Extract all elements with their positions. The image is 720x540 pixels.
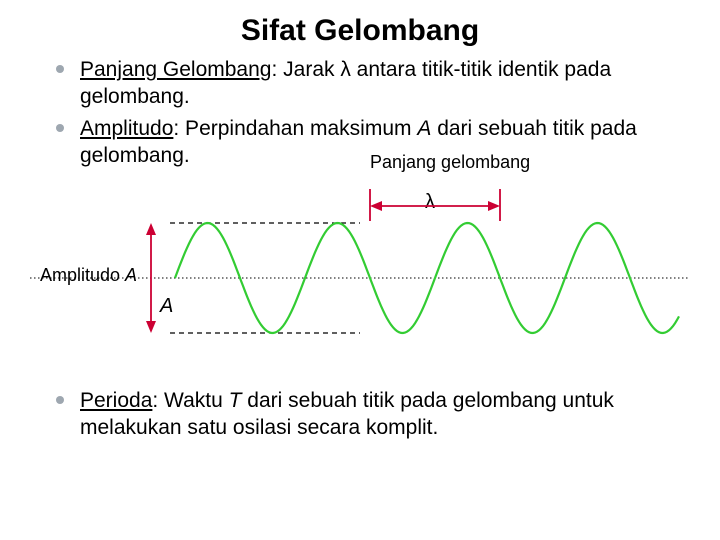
- bullet-item-amplitude: Amplitudo: Perpindahan maksimum A dari s…: [56, 115, 680, 170]
- lambda-arrow: [370, 189, 500, 221]
- bullet-dot-icon: [56, 396, 64, 404]
- bullet-item-wavelength: Panjang Gelombang: Jarak λ antara titik-…: [56, 56, 680, 111]
- term-wavelength: Panjang Gelombang: [80, 58, 271, 81]
- lambda-symbol: λ: [340, 58, 351, 81]
- T-symbol: T: [229, 389, 242, 412]
- text-fragment: : Waktu: [152, 389, 228, 412]
- bullet-item-period: Perioda: Waktu T dari sebuah titik pada …: [56, 387, 680, 442]
- bullet-text: Panjang Gelombang: Jarak λ antara titik-…: [80, 56, 680, 111]
- bullet-list-bottom: Perioda: Waktu T dari sebuah titik pada …: [0, 383, 720, 442]
- text-fragment: : Jarak: [271, 58, 340, 81]
- bullet-dot-icon: [56, 65, 64, 73]
- page-title: Sifat Gelombang: [0, 0, 720, 56]
- bullet-text: Perioda: Waktu T dari sebuah titik pada …: [80, 387, 680, 442]
- bullet-list-top: Panjang Gelombang: Jarak λ antara titik-…: [0, 56, 720, 169]
- panjang-gelombang-label: Panjang gelombang: [370, 152, 530, 173]
- wave-figure: Panjang gelombang λ Amplitudo A A: [0, 173, 720, 383]
- text-fragment: : Perpindahan maksimum: [173, 117, 417, 140]
- bullet-dot-icon: [56, 124, 64, 132]
- term-amplitude: Amplitudo: [80, 117, 173, 140]
- A-symbol: A: [417, 117, 431, 140]
- wave-svg: [0, 173, 720, 383]
- term-period: Perioda: [80, 389, 152, 412]
